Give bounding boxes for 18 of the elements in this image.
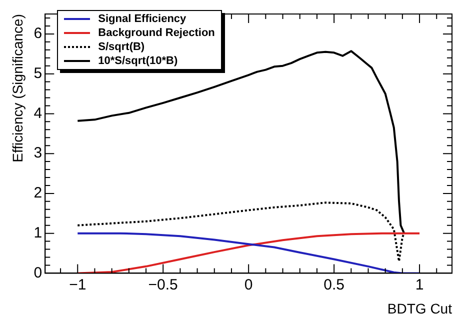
y-axis-title: Efficiency (Significance) [9,14,26,162]
y-tick-label: 1 [34,224,42,242]
y-tick-label: 6 [34,25,42,42]
legend-label: S/sqrt(B) [98,40,145,54]
y-tick-label: 0 [34,264,42,282]
x-tick-label: −0.5 [148,276,178,294]
legend-label: 10*S/sqrt(10*B) [98,54,178,68]
legend-label: Background Rejection [98,26,215,40]
y-tick-label: 2 [34,184,42,202]
x-tick-label: 0 [244,276,253,294]
y-tick-label: 4 [34,104,42,122]
legend-label: Signal Efficiency [98,12,186,26]
x-tick-label: 1 [415,276,424,294]
y-tick-label: 5 [34,64,42,82]
y-tick-label: 3 [34,144,42,162]
x-tick-label: −1 [69,276,86,294]
x-tick-label: 0.5 [324,276,344,294]
x-axis-title: BDTG Cut [387,300,452,316]
